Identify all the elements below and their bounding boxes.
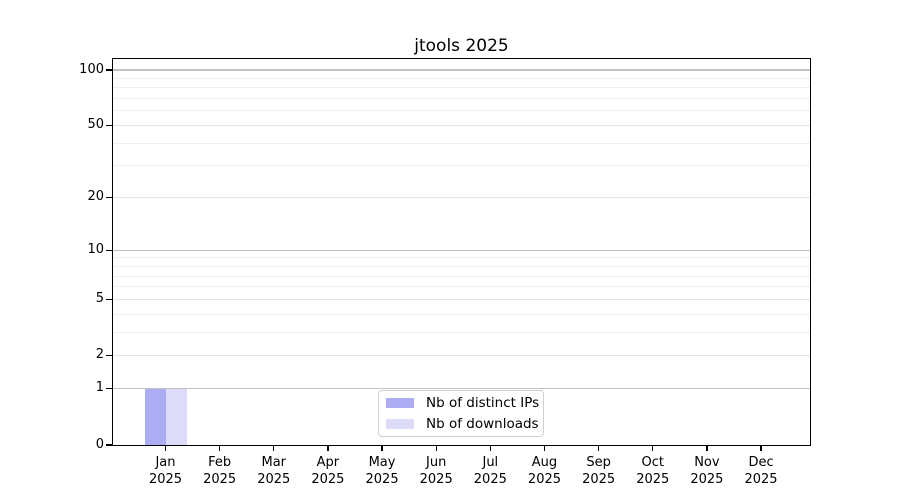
x-tick-label: Sep 2025 xyxy=(582,455,616,487)
x-tick xyxy=(435,446,437,451)
gridline xyxy=(113,257,810,259)
x-tick xyxy=(273,446,275,451)
gridline xyxy=(113,77,810,79)
x-tick xyxy=(706,446,708,451)
x-tick-label: May 2025 xyxy=(365,455,399,487)
gridline xyxy=(113,249,810,251)
y-tick-label: 100 xyxy=(79,61,104,77)
x-tick xyxy=(489,446,491,451)
gridline xyxy=(113,165,810,167)
gridline xyxy=(113,142,810,144)
y-tick xyxy=(106,124,113,127)
y-tick xyxy=(106,388,113,390)
x-tick-label: Dec 2025 xyxy=(744,455,778,487)
x-tick-label: Jun 2025 xyxy=(419,455,453,487)
x-tick xyxy=(597,446,600,451)
bar-distinct-ips xyxy=(144,388,166,445)
y-tick-label: 0 xyxy=(95,436,104,452)
x-tick-label: Aug 2025 xyxy=(527,455,562,487)
x-tick xyxy=(164,446,167,451)
x-tick-label: Apr 2025 xyxy=(311,455,345,487)
legend-label-distinct-ips: Nb of distinct IPs xyxy=(426,395,540,411)
gridline xyxy=(113,98,810,100)
legend-label-downloads: Nb of downloads xyxy=(426,416,539,432)
x-tick xyxy=(327,446,329,451)
gridline xyxy=(113,110,810,112)
y-tick-label: 5 xyxy=(95,290,104,306)
y-tick xyxy=(106,298,113,301)
x-tick-label: Jan 2025 xyxy=(148,455,183,487)
legend-swatch-distinct-ips xyxy=(386,398,414,408)
legend-item-downloads: Nb of downloads xyxy=(386,416,543,432)
x-tick-label: Nov 2025 xyxy=(690,455,724,487)
y-tick xyxy=(106,69,113,71)
x-tick xyxy=(381,446,383,451)
legend: Nb of distinct IPs Nb of downloads xyxy=(378,390,544,437)
x-tick-label: Feb 2025 xyxy=(203,455,237,487)
y-tick xyxy=(106,196,113,199)
x-tick-label: Oct 2025 xyxy=(636,455,670,487)
x-tick xyxy=(543,446,546,451)
x-tick-label: Jul 2025 xyxy=(473,455,507,487)
gridline xyxy=(113,355,810,357)
y-tick-label: 1 xyxy=(95,380,104,396)
gridline xyxy=(113,388,810,390)
gridline xyxy=(113,69,810,71)
gridline xyxy=(113,298,810,300)
gridline xyxy=(113,286,810,288)
x-tick-label: Mar 2025 xyxy=(257,455,291,487)
chart-title: jtools 2025 xyxy=(414,36,509,56)
gridline xyxy=(113,275,810,277)
legend-item-distinct-ips: Nb of distinct IPs xyxy=(386,395,543,411)
x-tick xyxy=(760,446,762,451)
x-tick xyxy=(652,446,654,451)
gridline xyxy=(113,265,810,267)
y-tick-label: 2 xyxy=(95,347,104,363)
y-tick-label: 50 xyxy=(87,117,104,133)
x-tick xyxy=(218,446,221,451)
gridline xyxy=(113,125,810,127)
gridline xyxy=(113,197,810,199)
y-tick xyxy=(106,355,113,357)
legend-swatch-downloads xyxy=(386,419,414,429)
gridline xyxy=(113,87,810,89)
bar-downloads xyxy=(165,388,187,445)
gridline xyxy=(113,331,810,333)
y-tick xyxy=(106,249,113,251)
y-tick-label: 20 xyxy=(87,189,104,205)
y-tick xyxy=(106,444,113,446)
y-tick-label: 10 xyxy=(87,241,104,257)
gridline xyxy=(113,313,810,315)
